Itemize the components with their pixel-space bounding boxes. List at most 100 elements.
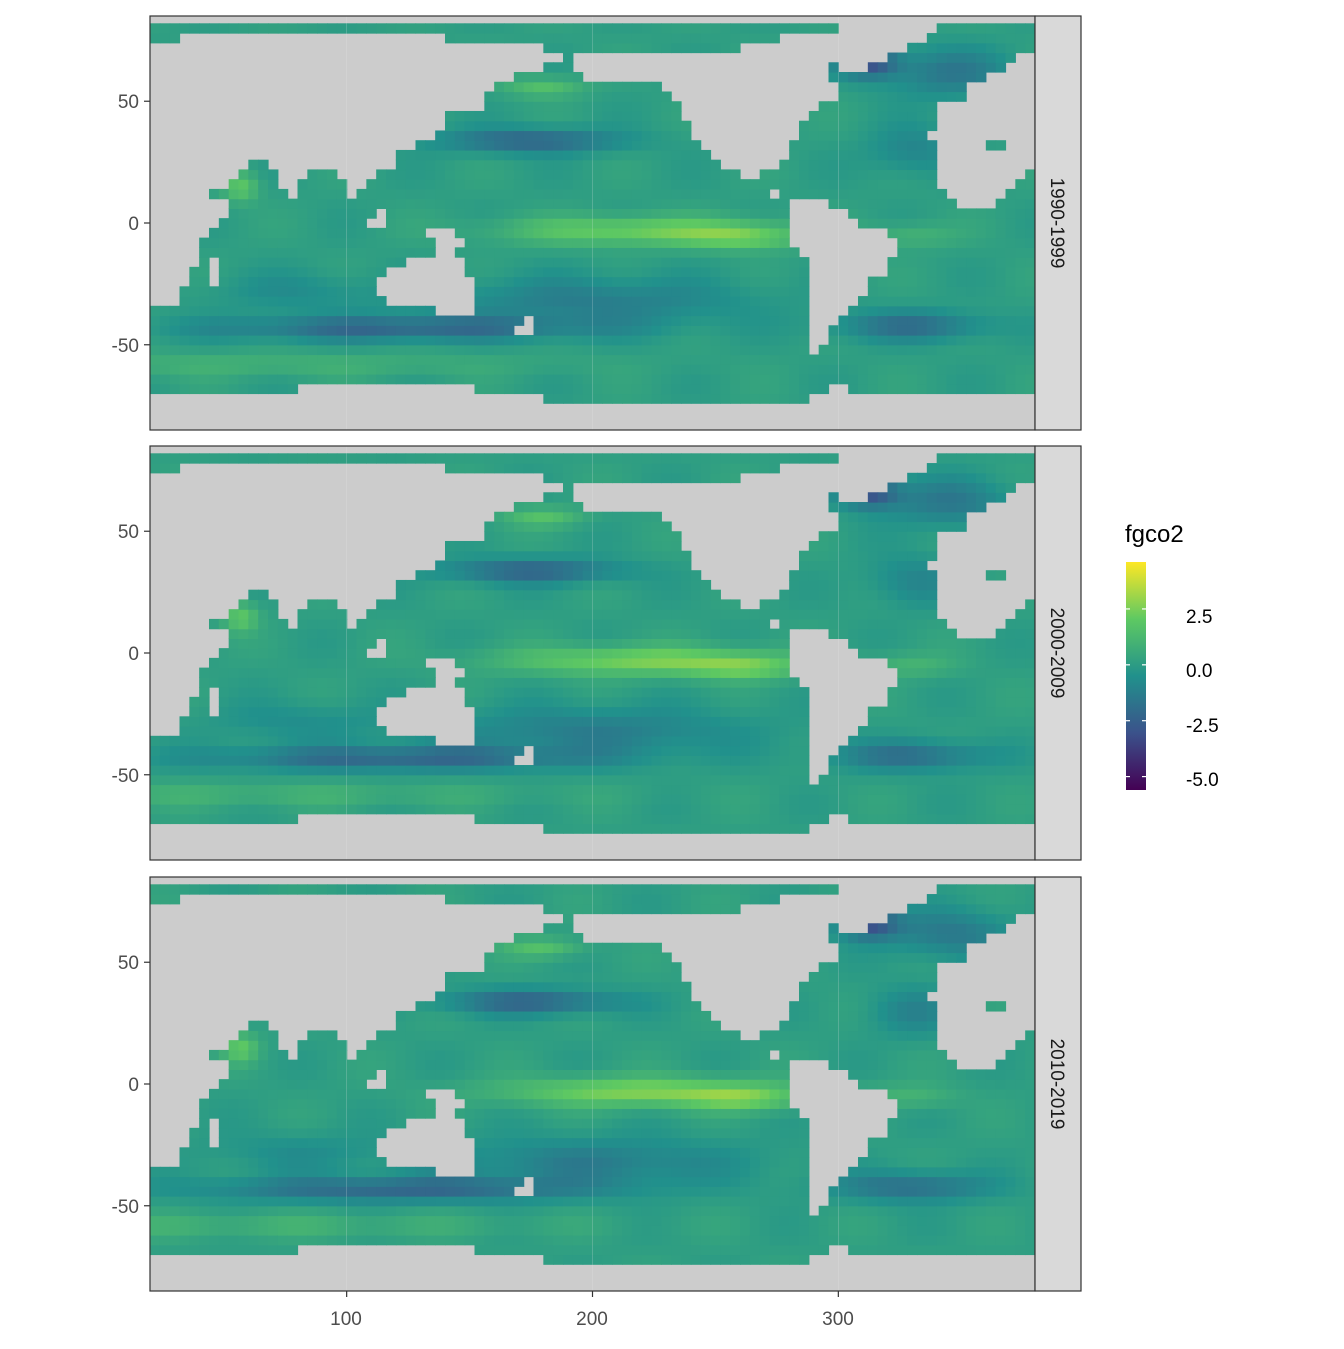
heatmap-cell — [248, 638, 258, 648]
heatmap-cell — [897, 91, 907, 101]
heatmap-cell — [150, 765, 160, 775]
heatmap-cell — [416, 755, 426, 765]
heatmap-cell — [937, 218, 947, 228]
heatmap-cell — [947, 453, 957, 463]
heatmap-cell — [809, 140, 819, 150]
heatmap-cell — [475, 23, 485, 33]
heatmap-cell — [583, 23, 593, 33]
heatmap-cell — [307, 238, 317, 248]
heatmap-cell — [750, 257, 760, 267]
heatmap-cell — [347, 286, 357, 296]
heatmap-cell — [838, 82, 848, 92]
heatmap-cell — [524, 638, 534, 648]
heatmap-cell — [681, 228, 691, 238]
heatmap-cell — [475, 316, 485, 326]
heatmap-cell — [494, 785, 504, 795]
heatmap-cell — [799, 257, 809, 267]
heatmap-cell — [770, 668, 780, 678]
heatmap-cell — [416, 580, 426, 590]
heatmap-cell — [730, 785, 740, 795]
heatmap-cell — [652, 785, 662, 795]
heatmap-cell — [691, 668, 701, 678]
heatmap-cell — [445, 374, 455, 384]
heatmap-cell — [337, 296, 347, 306]
heatmap-cell — [543, 296, 553, 306]
heatmap-cell — [602, 267, 612, 277]
heatmap-cell — [376, 619, 386, 629]
heatmap-cell — [888, 541, 898, 551]
heatmap-cell — [268, 1245, 278, 1255]
heatmap-cell — [799, 551, 809, 561]
heatmap-cell — [327, 687, 337, 697]
heatmap-cell — [760, 364, 770, 374]
heatmap-cell — [691, 384, 701, 394]
heatmap-cell — [199, 1196, 209, 1206]
heatmap-cell — [878, 345, 888, 355]
heatmap-cell — [642, 785, 652, 795]
heatmap-cell — [248, 1118, 258, 1128]
heatmap-cell — [199, 884, 209, 894]
heatmap-cell — [1025, 374, 1035, 384]
heatmap-cell — [632, 736, 642, 746]
heatmap-cell — [711, 590, 721, 600]
heatmap-cell — [888, 638, 898, 648]
heatmap-cell — [829, 355, 839, 365]
heatmap-cell — [317, 629, 327, 639]
heatmap-cell — [779, 335, 789, 345]
heatmap-cell — [170, 736, 180, 746]
heatmap-cell — [248, 1040, 258, 1050]
heatmap-cell — [219, 658, 229, 668]
heatmap-cell — [534, 325, 544, 335]
heatmap-cell — [602, 736, 612, 746]
heatmap-cell — [317, 785, 327, 795]
heatmap-cell — [1025, 384, 1035, 394]
heatmap-cell — [357, 247, 367, 257]
heatmap-cell — [720, 355, 730, 365]
heatmap-cell — [229, 736, 239, 746]
heatmap-cell — [996, 53, 1006, 63]
heatmap-cell — [917, 62, 927, 72]
heatmap-cell — [209, 1206, 219, 1216]
heatmap-cell — [671, 814, 681, 824]
heatmap-cell — [888, 130, 898, 140]
heatmap-cell — [779, 218, 789, 228]
heatmap-cell — [435, 150, 445, 160]
heatmap-cell — [543, 150, 553, 160]
heatmap-cell — [494, 296, 504, 306]
heatmap-cell — [750, 619, 760, 629]
heatmap-cell — [652, 823, 662, 833]
heatmap-cell — [652, 736, 662, 746]
heatmap-cell — [553, 345, 563, 355]
heatmap-cell — [307, 599, 317, 609]
heatmap-cell — [730, 286, 740, 296]
heatmap-cell — [602, 794, 612, 804]
heatmap-cell — [386, 658, 396, 668]
heatmap-cell — [543, 111, 553, 121]
heatmap-cell — [199, 286, 209, 296]
heatmap-cell — [838, 140, 848, 150]
heatmap-cell — [740, 345, 750, 355]
heatmap-cell — [1006, 374, 1016, 384]
heatmap-cell — [543, 247, 553, 257]
heatmap-cell — [376, 23, 386, 33]
heatmap-cell — [317, 267, 327, 277]
heatmap-cell — [661, 668, 671, 678]
heatmap-cell — [484, 121, 494, 131]
heatmap-cell — [317, 364, 327, 374]
heatmap-cell — [652, 286, 662, 296]
heatmap-cell — [907, 189, 917, 199]
heatmap-cell — [593, 726, 603, 736]
heatmap-cell — [602, 755, 612, 765]
heatmap-cell — [445, 179, 455, 189]
heatmap-cell — [711, 609, 721, 619]
heatmap-cell — [298, 208, 308, 218]
heatmap-cell — [583, 473, 593, 483]
heatmap-cell — [563, 257, 573, 267]
heatmap-cell — [543, 335, 553, 345]
heatmap-cell — [239, 296, 249, 306]
heatmap-cell — [878, 121, 888, 131]
heatmap-cell — [642, 43, 652, 53]
heatmap-cell — [317, 345, 327, 355]
heatmap-cell — [652, 541, 662, 551]
heatmap-cell — [770, 179, 780, 189]
